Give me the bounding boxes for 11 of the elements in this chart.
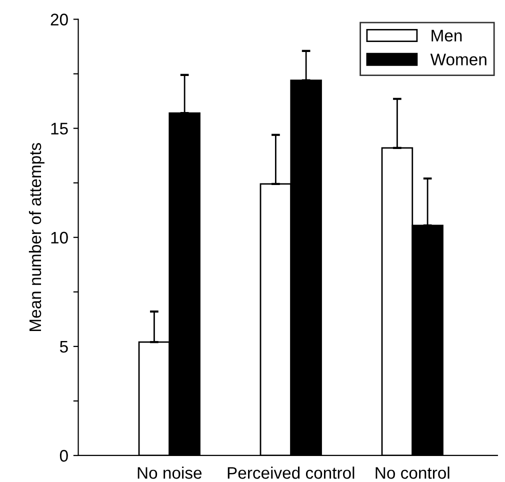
y-tick-label: 20	[50, 14, 68, 26]
x-tick-label: No noise	[138, 466, 202, 479]
y-tick-label: 15	[51, 122, 68, 135]
x-tick-label: Perceived control	[228, 466, 354, 479]
y-axis-title: Mean number of attempts	[28, 143, 44, 331]
legend-label: Women	[430, 54, 486, 66]
y-tick-label: 5	[60, 341, 68, 353]
x-tick-label: No control	[376, 466, 450, 479]
legend-label: Men	[432, 30, 462, 42]
y-tick-label: 0	[60, 450, 68, 462]
y-tick-label: 10	[51, 232, 68, 244]
